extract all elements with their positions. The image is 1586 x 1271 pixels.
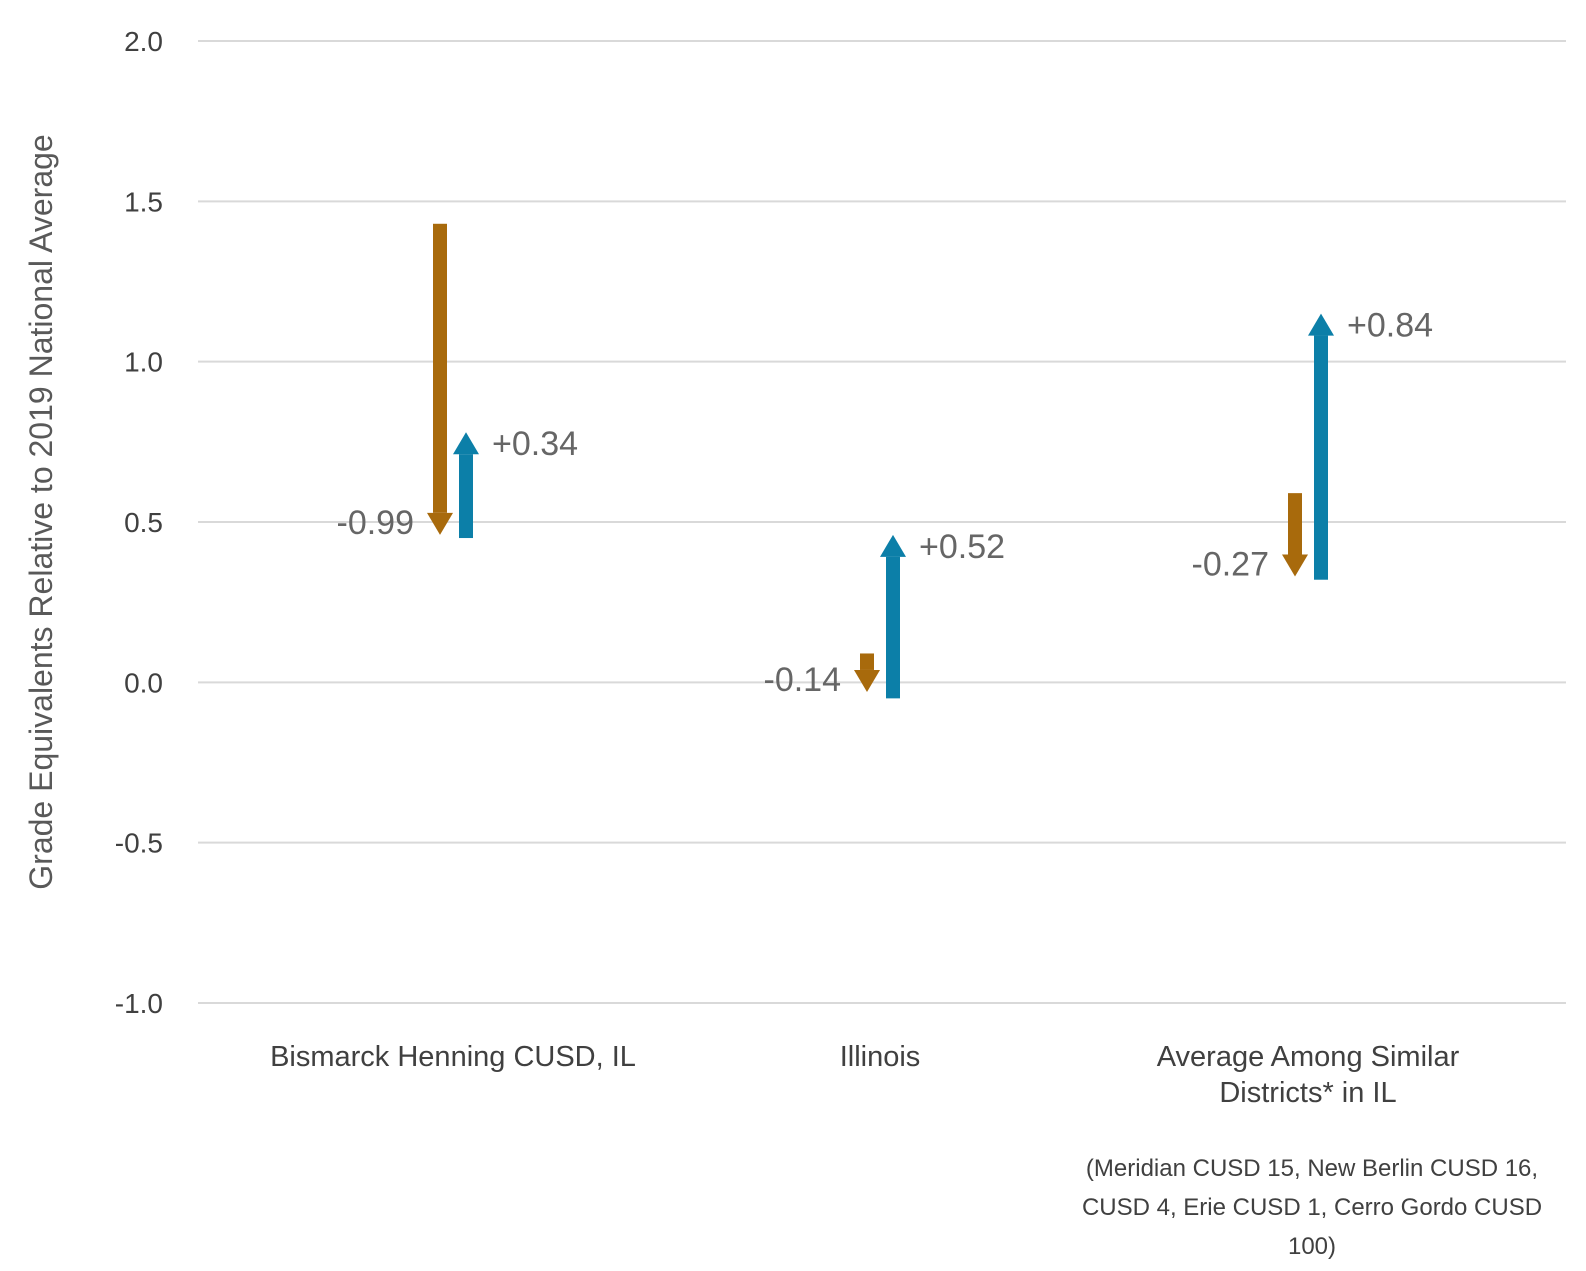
arrow-head [1308, 313, 1334, 336]
footnote: (Meridian CUSD 15, New Berlin CUSD 16, CU… [1082, 1155, 1542, 1260]
arrow-shaft [860, 653, 874, 670]
arrow-head [427, 512, 453, 535]
footnote-line: 100) [1288, 1233, 1336, 1260]
arrow-shaft [1314, 335, 1328, 580]
y-tick-label: -0.5 [115, 828, 163, 859]
arrow-shaft [459, 454, 473, 539]
data-label: -0.27 [1192, 546, 1270, 584]
category-label: Bismarck Henning CUSD, IL [270, 1041, 636, 1073]
y-tick-label: 1.5 [124, 186, 163, 217]
arrow-head [453, 432, 479, 455]
category-label: Districts* in IL [1219, 1077, 1396, 1109]
gridlines [198, 40, 1566, 1004]
y-axis-label: Grade Equivalents Relative to 2019 Natio… [23, 134, 59, 889]
y-tick-label: 1.0 [124, 347, 163, 378]
y-tick-label: -1.0 [115, 988, 163, 1019]
data-label: +0.84 [1347, 307, 1433, 345]
y-tick-labels: 2.0 1.5 1.0 0.5 0.0 -0.5 -1.0 [115, 26, 163, 1019]
data-label: -0.99 [337, 504, 415, 542]
footnote-line: CUSD 4, Erie CUSD 1, Cerro Gordo CUSD [1082, 1194, 1542, 1221]
y-tick-label: 2.0 [124, 26, 163, 57]
arrow-shaft [433, 223, 447, 513]
arrow-head [1282, 554, 1308, 577]
y-tick-label: 0.5 [124, 507, 163, 538]
category-label: Illinois [840, 1041, 921, 1073]
arrow-shaft [1288, 493, 1302, 555]
category-label: Average Among Similar [1157, 1041, 1460, 1073]
arrow-head [854, 669, 880, 692]
data-label: +0.34 [492, 425, 578, 463]
data-label: -0.14 [764, 661, 842, 699]
arrow-head [880, 534, 906, 557]
data-label: +0.52 [919, 528, 1005, 566]
y-tick-label: 0.0 [124, 667, 163, 698]
footnote-line: (Meridian CUSD 15, New Berlin CUSD 16, [1086, 1155, 1538, 1182]
arrow-shaft [886, 556, 900, 699]
arrows: -0.99 -0.14 -0.27 +0.34 +0.52 +0.84 [337, 223, 1433, 699]
category-labels: Bismarck Henning CUSD, IL Illinois Average… [270, 1041, 1460, 1109]
